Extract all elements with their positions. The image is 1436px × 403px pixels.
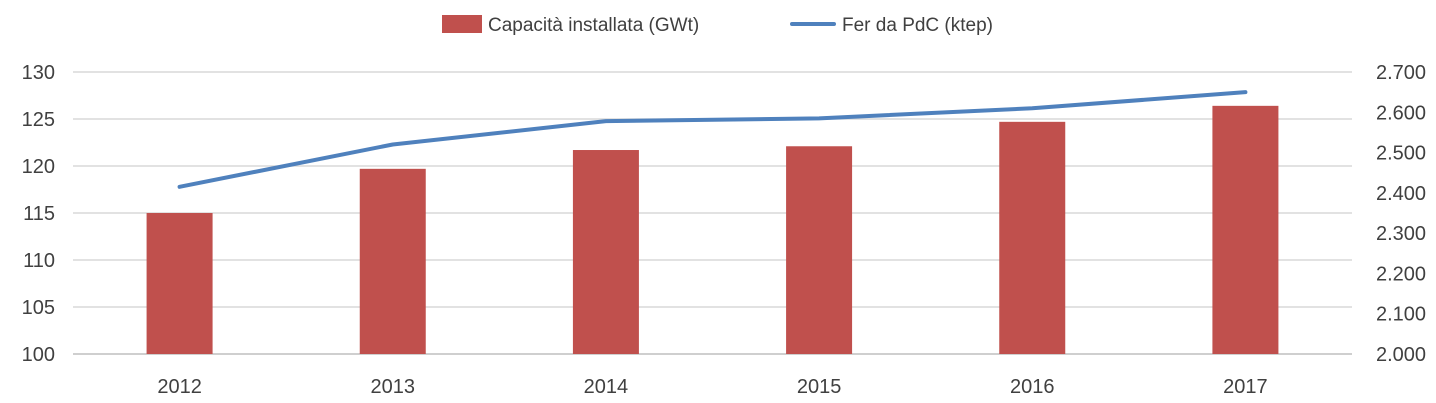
left-y-tick-label: 125 xyxy=(22,109,55,131)
x-tick-label: 2014 xyxy=(584,376,629,398)
left-y-tick-label: 110 xyxy=(23,250,55,272)
x-tick-label: 2016 xyxy=(1010,376,1055,398)
x-tick-label: 2017 xyxy=(1223,376,1268,398)
left-y-tick-label: 120 xyxy=(22,156,55,178)
right-y-tick-label: 2.700 xyxy=(1376,62,1426,84)
x-tick-label: 2012 xyxy=(157,376,202,398)
right-y-tick-label: 2.000 xyxy=(1376,344,1426,366)
legend-swatch-bar xyxy=(442,15,482,33)
bar-capacita-2012 xyxy=(146,213,213,354)
legend-label-line: Fer da PdC (ktep) xyxy=(842,15,993,36)
right-y-tick-label: 2.600 xyxy=(1376,102,1426,124)
right-y-tick-label: 2.100 xyxy=(1376,304,1426,326)
left-y-tick-label: 105 xyxy=(22,297,55,319)
line-fer-da-pdc xyxy=(177,90,1248,189)
right-y-tick-label: 2.400 xyxy=(1376,183,1426,205)
bar-capacita-2014 xyxy=(572,150,639,354)
bar-capacita-2013 xyxy=(359,168,426,354)
bar-capacita-2017 xyxy=(1212,105,1279,354)
line-series xyxy=(177,90,1248,189)
left-y-axis: 100 105 110 115 120 125 130 xyxy=(22,62,55,366)
legend: Capacità installata (GWt) Fer da PdC (kte… xyxy=(442,15,993,36)
left-y-tick-label: 100 xyxy=(22,344,55,366)
bar-series xyxy=(146,105,1279,354)
x-tick-label: 2013 xyxy=(371,376,416,398)
left-y-tick-label: 130 xyxy=(22,62,55,84)
bar-capacita-2016 xyxy=(999,121,1066,354)
legend-label-bar: Capacità installata (GWt) xyxy=(488,15,699,36)
x-axis: 2012 2013 2014 2015 2016 2017 xyxy=(157,376,1267,398)
right-y-axis: 2.000 2.100 2.200 2.300 2.400 2.500 2.600 2.700 xyxy=(1376,62,1426,366)
right-y-tick-label: 2.300 xyxy=(1376,223,1426,245)
x-tick-label: 2015 xyxy=(797,376,842,398)
right-y-tick-label: 2.200 xyxy=(1376,263,1426,285)
bar-capacita-2015 xyxy=(786,146,853,354)
gridlines xyxy=(73,71,1352,355)
left-y-tick-label: 115 xyxy=(23,203,55,225)
right-y-tick-label: 2.500 xyxy=(1376,143,1426,165)
